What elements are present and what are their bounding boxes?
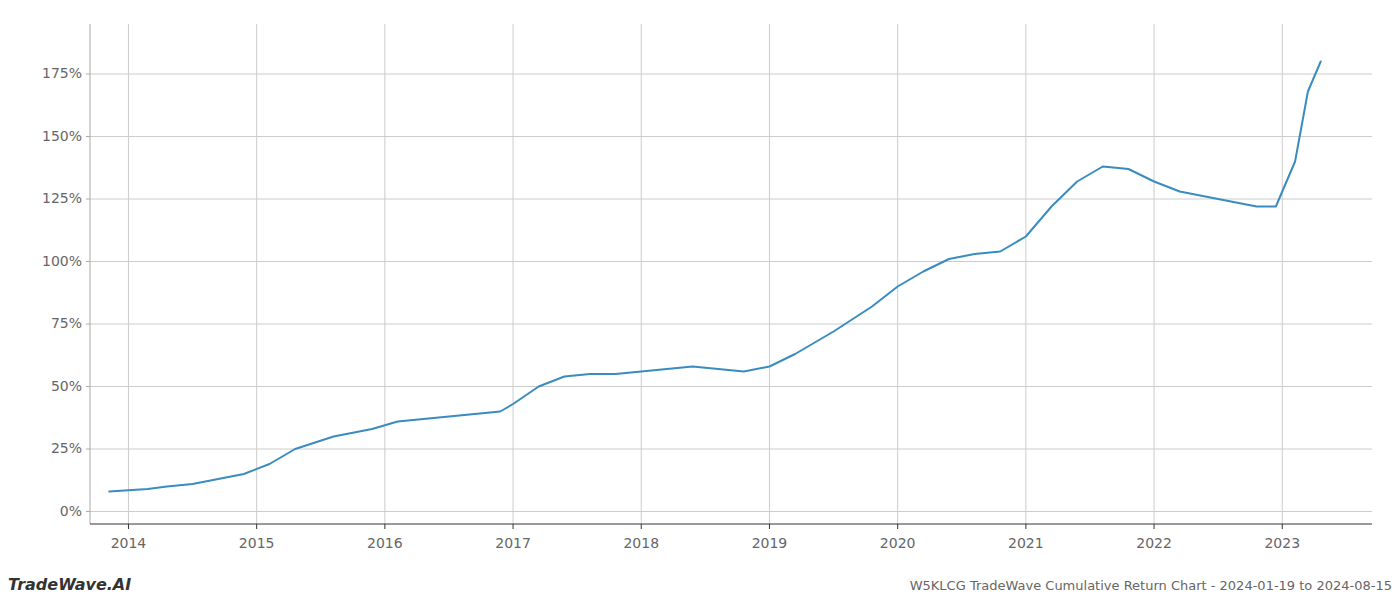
y-tick-label: 0% (60, 503, 82, 519)
x-tick (641, 524, 642, 529)
x-tick-label: 2019 (752, 535, 788, 551)
x-tick (128, 524, 129, 529)
x-tick (256, 524, 257, 529)
x-tick (513, 524, 514, 529)
x-axis-line (90, 524, 1372, 525)
y-grid-line (90, 511, 1372, 512)
y-grid-line (90, 261, 1372, 262)
x-tick (1282, 524, 1283, 529)
x-tick-label: 2017 (495, 535, 531, 551)
x-tick-label: 2014 (111, 535, 147, 551)
y-tick (86, 261, 90, 262)
x-tick-label: 2016 (367, 535, 403, 551)
x-tick (897, 524, 898, 529)
y-tick (86, 74, 90, 75)
y-grid-line (90, 199, 1372, 200)
y-grid-line (90, 324, 1372, 325)
x-tick-label: 2018 (623, 535, 659, 551)
y-axis-line (90, 24, 91, 524)
x-tick-label: 2021 (1008, 535, 1044, 551)
x-tick-label: 2015 (239, 535, 275, 551)
y-grid-line (90, 449, 1372, 450)
axes: 2014 2015 2016 2017 2018 2019 2020 2021 2022 2023… (42, 24, 1372, 551)
chart: 2014 2015 2016 2017 2018 2019 2020 2021 2022 2023… (0, 0, 1400, 600)
y-tick (86, 199, 90, 200)
x-tick-label: 2020 (880, 535, 916, 551)
plot-data (109, 62, 1320, 492)
x-tick (769, 524, 770, 529)
y-grid-line (90, 74, 1372, 75)
x-tick (1154, 524, 1155, 529)
y-tick-label: 25% (51, 440, 82, 456)
grid (90, 24, 1372, 524)
y-tick-label: 150% (42, 128, 82, 144)
y-tick-label: 50% (51, 378, 82, 394)
watermark: TradeWave.AI (8, 575, 131, 594)
y-grid-line (90, 386, 1372, 387)
y-grid-line (90, 136, 1372, 137)
y-tick (86, 324, 90, 325)
y-tick-label: 75% (51, 315, 82, 331)
line (109, 62, 1320, 492)
y-tick (86, 136, 90, 137)
y-tick-label: 125% (42, 190, 82, 206)
y-tick (86, 386, 90, 387)
title: W5KLCG TradeWave Cumulative Return Chart… (910, 578, 1392, 593)
x-tick-label: 2023 (1264, 535, 1300, 551)
y-tick-label: 100% (42, 253, 82, 269)
y-tick (86, 511, 90, 512)
y-tick (86, 449, 90, 450)
x-tick (1025, 524, 1026, 529)
x-tick-label: 2022 (1136, 535, 1172, 551)
x-tick (384, 524, 385, 529)
y-tick-label: 175% (42, 65, 82, 81)
